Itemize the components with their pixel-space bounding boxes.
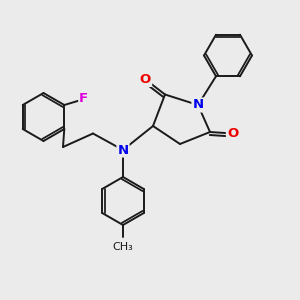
Text: F: F — [79, 92, 88, 106]
Text: N: N — [192, 98, 204, 112]
Text: N: N — [117, 143, 129, 157]
Text: O: O — [227, 127, 238, 140]
Text: O: O — [140, 73, 151, 86]
Text: CH₃: CH₃ — [112, 242, 134, 251]
